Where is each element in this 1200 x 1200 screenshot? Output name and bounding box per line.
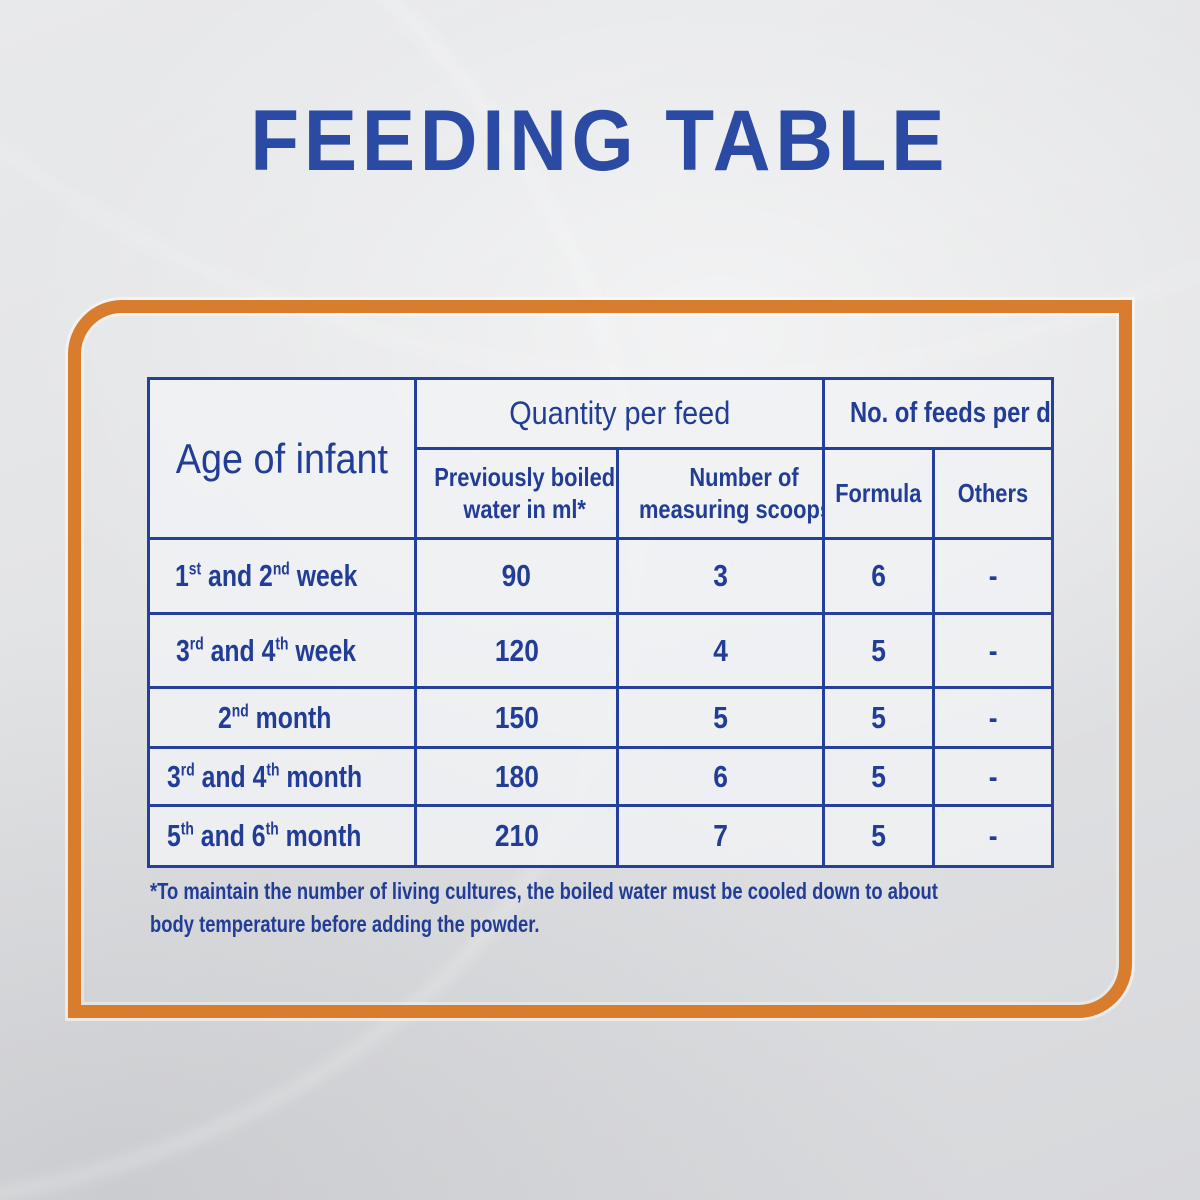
feeding-table: Age of infant Quantity per feed No. of f… <box>147 377 1055 868</box>
table-row: 3rd and 4th week 120 4 5- <box>147 612 1055 689</box>
cell-other-feeds: - <box>932 612 1055 689</box>
footnote: *To maintain the number of living cultur… <box>150 878 938 937</box>
cell-age: 3rd and 4th week <box>147 612 417 689</box>
cell-water-ml: 210 <box>414 804 619 868</box>
cell-formula-feeds: 6 <box>822 537 936 615</box>
header-age-of-infant: Age of infant <box>147 377 417 540</box>
cell-water-ml: 150 <box>414 686 619 749</box>
orange-frame: Age of infant Quantity per feed No. of f… <box>68 300 1132 1018</box>
cell-age: 2nd month <box>147 686 417 749</box>
feeding-table-body: 1st and 2nd week 90 3 6-3rd and 4th week 120… <box>147 537 1055 868</box>
cell-formula-feeds: 5 <box>822 612 936 689</box>
table-row: 1st and 2nd week 90 3 6- <box>147 537 1055 615</box>
cell-formula-feeds: 5 <box>822 686 936 749</box>
feeding-table-header: Age of infant Quantity per feed No. of f… <box>147 377 1055 540</box>
cell-water-ml: 120 <box>414 612 619 689</box>
header-quantity-per-feed: Quantity per feed <box>413 377 826 450</box>
page-title: FEEDING TABLE <box>250 93 950 189</box>
header-sub-row: Previously boiled water in ml* Number of m… <box>149 447 1055 540</box>
header-boiled-water: Previously boiled water in ml* <box>414 447 619 540</box>
cell-age: 1st and 2nd week <box>147 537 417 615</box>
header-others: Others <box>932 447 1055 540</box>
cell-formula-feeds: 5 <box>822 804 936 868</box>
table-row: 5th and 6th month 210 7 5- <box>147 804 1055 868</box>
cell-scoops: 7 <box>615 804 826 868</box>
cell-scoops: 6 <box>615 746 826 807</box>
table-row: 3rd and 4th month 180 6 5- <box>147 746 1055 807</box>
cell-age: 3rd and 4th month <box>147 746 417 807</box>
cell-other-feeds: - <box>932 537 1055 615</box>
cell-other-feeds: - <box>932 804 1055 868</box>
cell-other-feeds: - <box>932 746 1055 807</box>
cell-scoops: 3 <box>615 537 826 615</box>
cell-scoops: 4 <box>615 612 826 689</box>
table-row: 2nd month 150 5 5- <box>147 686 1055 749</box>
header-formula: Formula <box>822 447 936 540</box>
cell-age: 5th and 6th month <box>147 804 417 868</box>
cell-other-feeds: - <box>932 686 1055 749</box>
cell-water-ml: 90 <box>414 537 619 615</box>
cell-water-ml: 180 <box>414 746 619 807</box>
header-feeds-per-day: No. of feeds per day <box>822 377 1055 450</box>
cell-formula-feeds: 5 <box>822 746 936 807</box>
header-group-row: Age of infant Quantity per feed No. of f… <box>147 377 1055 540</box>
cell-scoops: 5 <box>615 686 826 749</box>
